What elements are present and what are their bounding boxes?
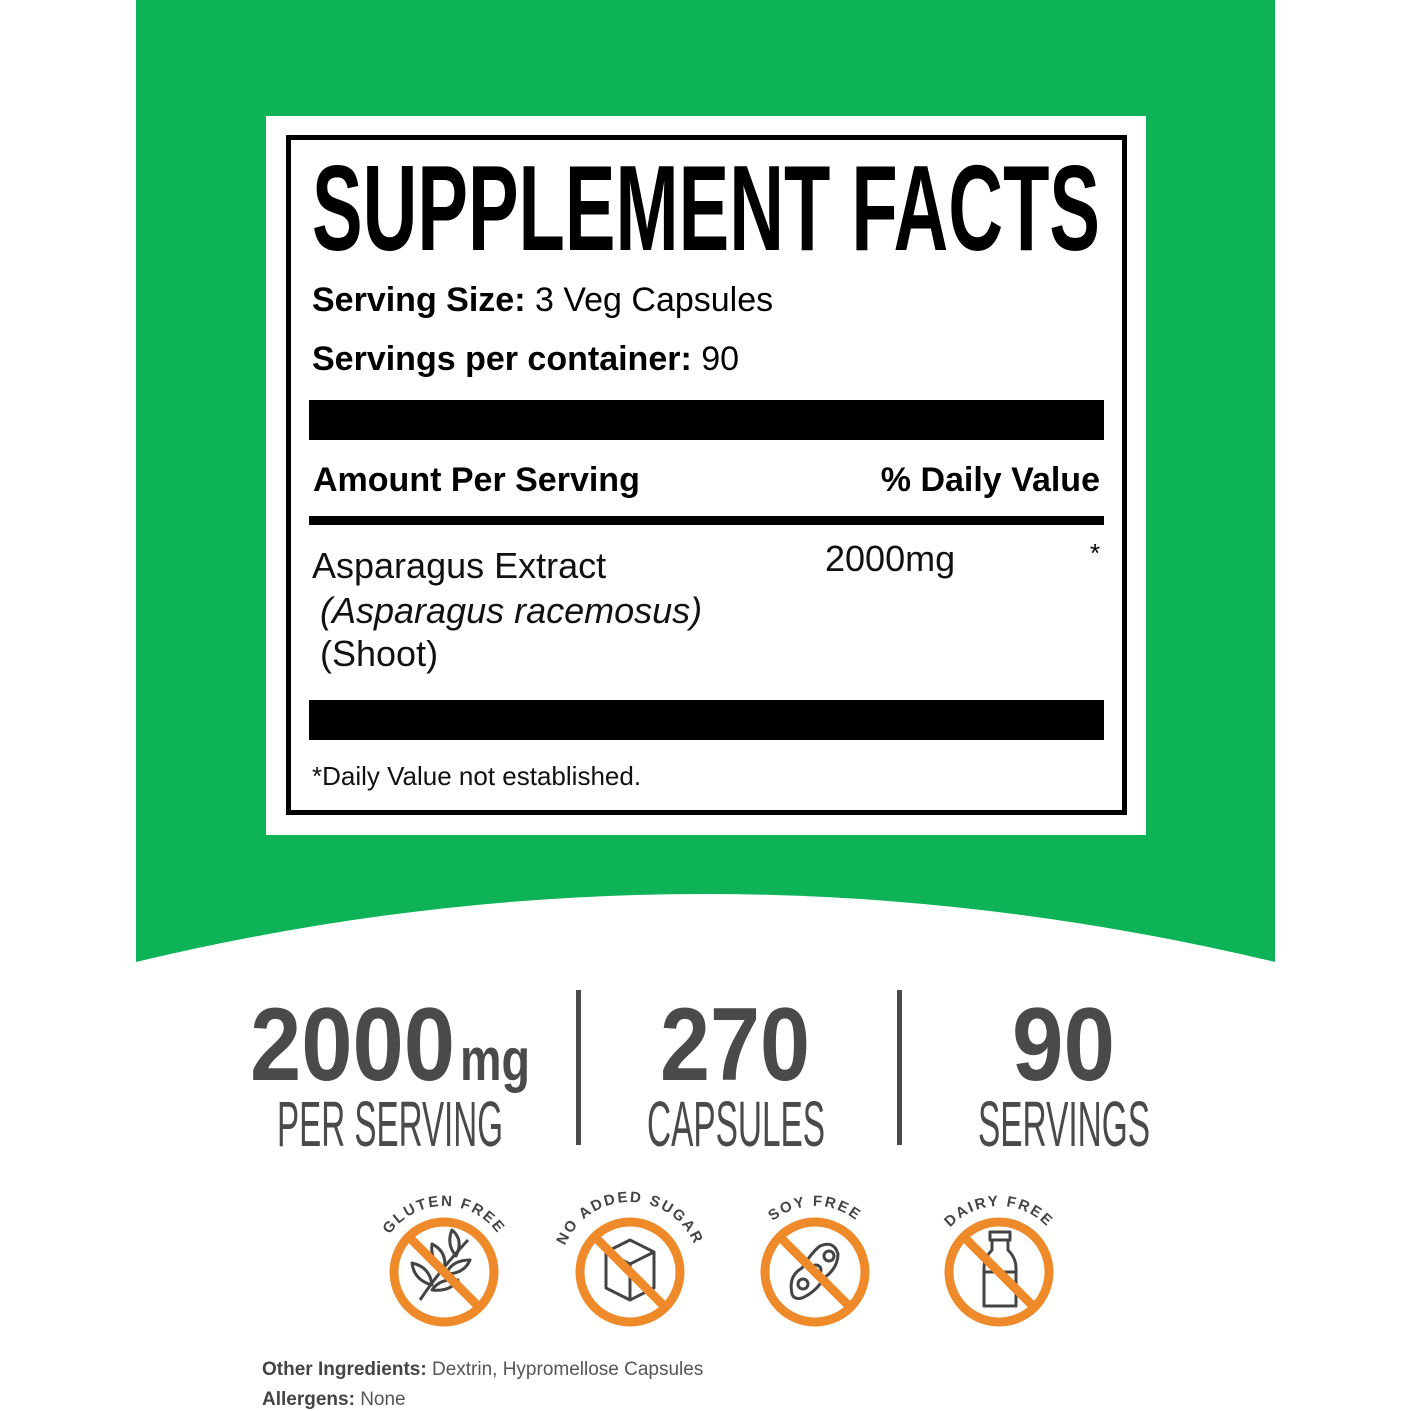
servings-label: Servings per container: <box>312 340 692 378</box>
white-curve <box>136 894 1275 1411</box>
stat-label-per-serving: PER SERVING <box>277 1088 503 1160</box>
divider <box>576 990 581 1145</box>
ingredient-daily-value: * <box>1090 538 1101 568</box>
allergens-label: Allergens: <box>262 1389 355 1410</box>
label-title: SUPPLEMENT FACTS <box>312 140 1100 276</box>
badge-circle-no-added-sugar <box>575 1217 685 1327</box>
stat-value-capsules: 270 <box>660 987 810 1103</box>
allergens-value: None <box>360 1389 406 1410</box>
other-ingredients: Other Ingredients: Dextrin, Hypromellose… <box>262 1360 703 1379</box>
badge-circle-dairy-free <box>944 1217 1054 1327</box>
servings-per-container: Servings per container: 90 <box>312 342 739 376</box>
other-ingredients-label: Other Ingredients: <box>262 1359 427 1380</box>
supplement-facts-border <box>286 135 1127 815</box>
servings-value: 90 <box>701 340 740 378</box>
footnote: *Daily Value not established. <box>312 761 642 791</box>
badge-label-gluten-free: GLUTEN FREE <box>379 1193 508 1237</box>
thick-divider <box>309 400 1104 440</box>
ingredient-part: (Shoot) <box>320 633 439 674</box>
thin-divider <box>309 516 1104 525</box>
serving-size: Serving Size: 3 Veg Capsules <box>312 283 773 317</box>
amount-per-serving-header: Amount Per Serving <box>313 461 640 499</box>
badge-circle-soy-free <box>760 1217 870 1327</box>
ingredient-amount: 2000mg <box>825 538 956 579</box>
serving-size-value: 3 Veg Capsules <box>534 281 774 319</box>
stat-label-capsules: CAPSULES <box>647 1088 825 1160</box>
ingredient-name: Asparagus Extract <box>312 545 607 586</box>
serving-size-label: Serving Size: <box>312 281 526 319</box>
badge-circle-gluten-free <box>389 1217 499 1327</box>
stat-value-servings: 90 <box>1012 987 1115 1103</box>
ingredient-latin-name: (Asparagus racemosus) <box>320 590 703 631</box>
stat-unit: mg <box>460 1026 530 1093</box>
divider <box>897 990 902 1145</box>
daily-value-header: % Daily Value <box>880 461 1100 499</box>
stat-value-per-serving: 2000 <box>250 987 455 1103</box>
thick-divider <box>309 700 1104 740</box>
stat-label-servings: SERVINGS <box>978 1088 1150 1160</box>
allergens: Allergens: None <box>262 1390 406 1409</box>
other-ingredients-value: Dextrin, Hypromellose Capsules <box>431 1359 704 1380</box>
